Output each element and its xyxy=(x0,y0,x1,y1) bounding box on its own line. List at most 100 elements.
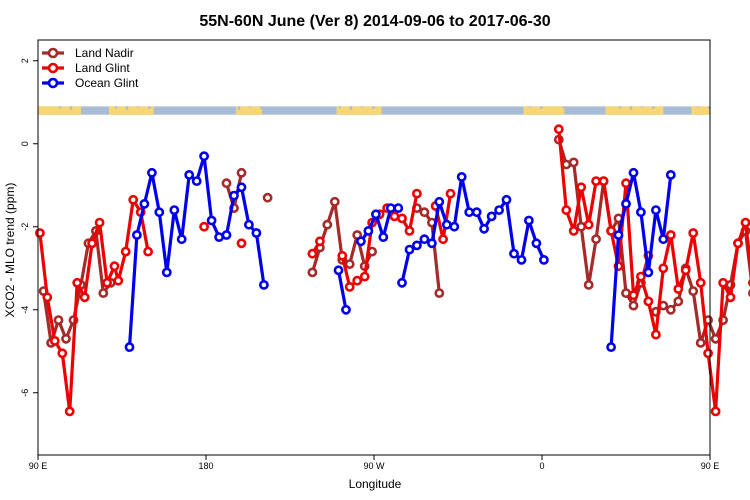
data-point xyxy=(243,219,254,230)
data-point xyxy=(665,304,676,315)
coastline-notch xyxy=(181,106,185,110)
coastline-notch xyxy=(170,106,174,109)
data-point xyxy=(419,234,430,245)
data-point xyxy=(199,151,209,162)
coastline-notch xyxy=(652,106,655,109)
legend-label: Land Nadir xyxy=(75,46,134,60)
x-axis: 90 E 180 90 W 0 90 E xyxy=(29,455,719,471)
data-point xyxy=(434,288,445,298)
data-point xyxy=(128,194,139,205)
data-point xyxy=(363,225,374,236)
coastline-notch xyxy=(114,106,118,109)
data-point xyxy=(57,348,68,359)
data-point xyxy=(314,236,325,247)
y-axis: 2 0 -2 -4 -6 xyxy=(20,58,38,397)
data-point xyxy=(591,176,601,186)
coastline-notch xyxy=(405,106,409,110)
coastline-notch xyxy=(69,106,73,110)
coastline-notch xyxy=(506,106,510,109)
data-point xyxy=(438,234,448,245)
data-point xyxy=(583,279,594,290)
data-point xyxy=(651,329,661,340)
data-point xyxy=(643,267,654,278)
data-point xyxy=(636,271,646,282)
data-point xyxy=(404,225,415,236)
legend-label: Land Glint xyxy=(75,61,130,75)
data-point xyxy=(539,254,549,265)
data-point xyxy=(61,333,71,344)
data-point xyxy=(680,265,691,276)
coastline-notch xyxy=(540,106,543,109)
data-point xyxy=(688,228,699,238)
coastline-notch xyxy=(596,106,599,109)
series-land-glint xyxy=(35,124,750,417)
data-point xyxy=(479,223,489,234)
data-point xyxy=(725,292,736,303)
data-point xyxy=(576,221,587,232)
data-point xyxy=(561,205,572,215)
legend-swatch-marker xyxy=(47,77,59,89)
coastline-notch xyxy=(685,106,689,110)
coastline-notch xyxy=(204,106,207,109)
y-tick-label: 2 xyxy=(20,58,30,63)
data-point xyxy=(229,190,239,201)
data-point xyxy=(524,215,534,226)
coastline-notch xyxy=(136,106,140,108)
x-tick-label: 90 W xyxy=(363,461,385,471)
x-tick-label: 90 E xyxy=(29,461,48,471)
data-point xyxy=(621,178,631,189)
data-point xyxy=(35,228,45,238)
data-point xyxy=(628,300,639,311)
data-point xyxy=(389,211,400,222)
coastline-notch xyxy=(349,106,353,110)
data-point xyxy=(628,167,639,178)
data-point xyxy=(206,215,217,226)
coastline-notch xyxy=(472,106,476,108)
data-point xyxy=(445,188,456,199)
data-point xyxy=(98,288,109,298)
legend-item: Ocean Glint xyxy=(42,76,139,90)
data-point xyxy=(191,176,202,186)
data-point xyxy=(494,205,504,215)
data-point xyxy=(568,225,579,236)
data-point xyxy=(337,250,348,261)
legend-item: Land Nadir xyxy=(42,46,134,60)
data-point xyxy=(658,234,669,245)
data-point xyxy=(688,286,699,296)
data-point xyxy=(553,124,564,135)
data-point xyxy=(397,213,407,224)
coastline-notch xyxy=(708,106,711,109)
series-line xyxy=(400,175,546,284)
land-band xyxy=(336,106,382,115)
land-band xyxy=(38,106,81,115)
data-point xyxy=(673,284,684,294)
y-tick-label: -4 xyxy=(20,306,30,314)
series-line xyxy=(38,198,150,413)
land-band xyxy=(691,106,710,115)
coastline-notch xyxy=(528,106,532,108)
data-point xyxy=(583,219,594,230)
legend-label: Ocean Glint xyxy=(75,76,139,90)
data-point xyxy=(109,261,120,272)
data-point xyxy=(628,290,639,301)
data-point xyxy=(404,244,415,255)
land-band xyxy=(108,106,154,115)
data-point xyxy=(355,236,366,247)
chart-title: 55N-60N June (Ver 8) 2014-09-06 to 2017-… xyxy=(199,13,550,30)
data-point xyxy=(42,292,53,303)
coastline-notch xyxy=(192,106,196,108)
coastline-notch xyxy=(372,106,375,109)
data-point xyxy=(576,182,587,193)
data-point xyxy=(344,281,355,292)
data-point xyxy=(378,232,389,242)
data-point xyxy=(411,188,422,199)
data-point xyxy=(598,176,609,186)
data-point xyxy=(411,240,422,251)
data-point xyxy=(665,230,676,240)
y-tick-label: -2 xyxy=(20,223,30,231)
data-point xyxy=(621,198,631,209)
data-point xyxy=(568,157,579,168)
land-band xyxy=(235,106,262,115)
coastline-notch xyxy=(304,106,308,108)
